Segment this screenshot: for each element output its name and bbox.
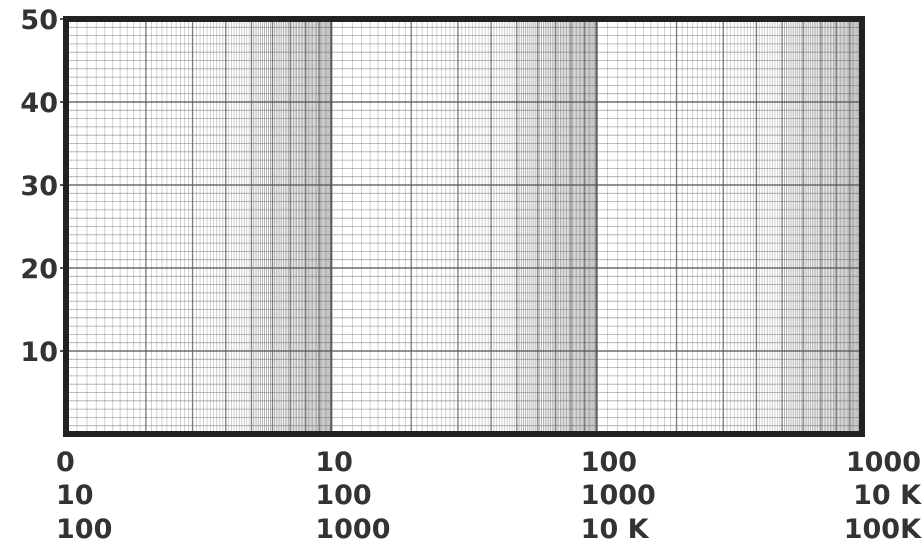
x-tick-label-row3-2: 10 K	[581, 514, 650, 545]
plot-frame	[63, 16, 865, 437]
y-tick-label-50: 50	[20, 5, 58, 36]
x-tick-label-row3-0: 100	[56, 514, 112, 545]
x-tick-label-row2-0: 10	[56, 480, 94, 511]
x-tick-label-row1-0: 0	[56, 447, 75, 478]
x-tick-label-row2-2: 1000	[581, 480, 656, 511]
x-tick-label-row1-1: 10	[315, 447, 353, 478]
x-tick-label-row1-3: 1000	[846, 447, 921, 478]
y-axis: 10 20 30 40 50	[20, 5, 58, 368]
y-tick-label-30: 30	[20, 171, 58, 202]
y-tick-label-20: 20	[20, 254, 58, 285]
x-tick-label-row1-2: 100	[581, 447, 637, 478]
x-axis: 0 10 100 1000 10 100 1000 10 K 100 1000 …	[56, 447, 922, 545]
x-tick-label-row3-3: 100K	[844, 514, 922, 545]
x-tick-label-row2-1: 100	[315, 480, 371, 511]
x-tick-label-row3-1: 1000	[315, 514, 390, 545]
x-tick-label-row2-3: 10 K	[853, 480, 922, 511]
y-tick-label-10: 10	[20, 337, 58, 368]
minor-grid	[66, 19, 862, 434]
y-tick-label-40: 40	[20, 88, 58, 119]
